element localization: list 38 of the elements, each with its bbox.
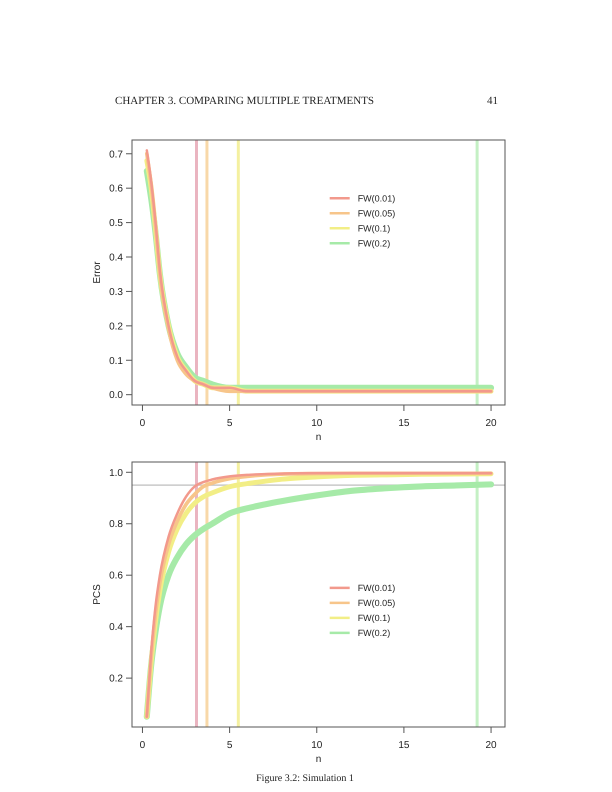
x-tick-label: 15 xyxy=(398,740,410,751)
legend-label: FW(0.1) xyxy=(358,223,390,234)
y-tick-label: 0.6 xyxy=(109,570,124,582)
x-tick-label: 10 xyxy=(311,418,323,429)
x-tick-label: 20 xyxy=(485,740,498,751)
caption: Figure 3.2: Simulation 1 xyxy=(256,773,354,784)
x-tick-label: 10 xyxy=(311,740,323,751)
legend-label: FW(0.2) xyxy=(358,628,390,638)
legend-label: FW(0.01) xyxy=(358,583,396,594)
y-tick-label: 0.6 xyxy=(109,184,124,195)
x-tick-label: 0 xyxy=(140,740,146,751)
x-axis-title: n xyxy=(316,754,322,765)
x-tick-label: 5 xyxy=(226,740,233,751)
x-tick-label: 0 xyxy=(140,418,146,429)
legend-label: FW(0.05) xyxy=(358,598,396,608)
y-tick-label: 0.4 xyxy=(109,252,124,264)
legend-label: FW(0.2) xyxy=(358,238,390,248)
y-tick-label: 0.8 xyxy=(109,519,124,530)
y-tick-label: 1.0 xyxy=(109,468,124,479)
text: 41 xyxy=(487,95,498,107)
x-tick-label: 20 xyxy=(485,418,498,429)
x-tick-label: 5 xyxy=(226,418,233,429)
y-tick-label: 0.7 xyxy=(109,149,124,160)
y-tick-label: 0.1 xyxy=(109,356,124,367)
legend-label: FW(0.1) xyxy=(358,613,390,624)
y-axis-title: PCS xyxy=(92,584,103,605)
y-tick-label: 0.5 xyxy=(109,218,124,230)
text: CHAPTER 3. COMPARING MULTIPLE TREATMENTS xyxy=(115,95,374,107)
legend-label: FW(0.05) xyxy=(358,208,396,218)
y-tick-label: 0.2 xyxy=(109,321,124,332)
x-tick-label: 15 xyxy=(398,418,410,429)
y-tick-label: 0.0 xyxy=(109,390,124,402)
y-tick-label: 0.4 xyxy=(109,622,124,634)
x-axis-title: n xyxy=(316,432,322,443)
y-axis-title: Error xyxy=(92,260,103,284)
y-tick-label: 0.2 xyxy=(109,674,124,685)
y-tick-label: 0.3 xyxy=(109,286,124,298)
legend-label: FW(0.01) xyxy=(358,193,396,204)
